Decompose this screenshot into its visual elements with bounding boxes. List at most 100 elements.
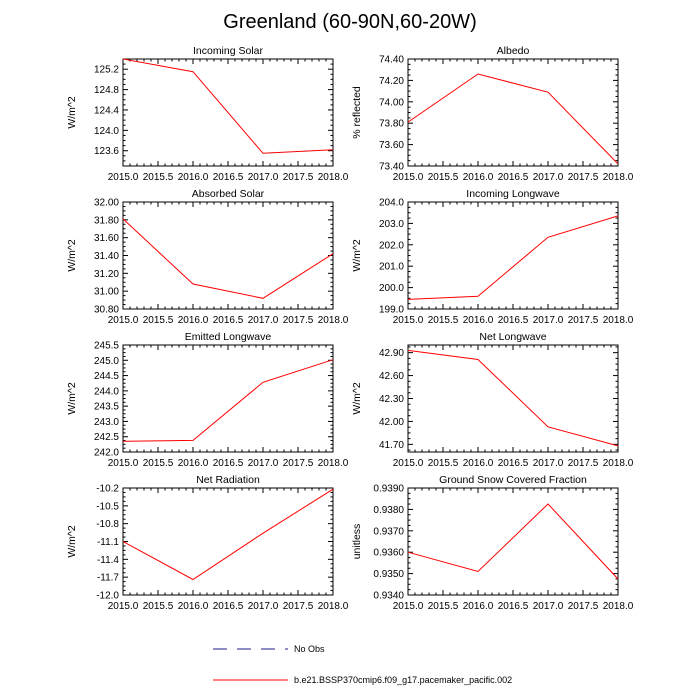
x-tick-label: 2018.0 [603,172,634,183]
y-tick-label: 0.9350 [373,569,404,580]
panel-title: Emitted Longwave [185,331,272,343]
y-axis-label: W/m^2 [66,96,78,129]
x-tick-label: 2018.0 [318,172,349,183]
x-tick-label: 2015.0 [108,172,139,183]
x-tick-label: 2015.5 [143,315,174,326]
x-tick-label: 2017.0 [248,601,279,612]
x-tick-label: 2015.0 [108,458,139,469]
x-tick-label: 2016.0 [178,315,209,326]
y-tick-label: 124.8 [94,85,119,96]
y-tick-label: -11.4 [97,555,119,566]
figure-title: Greenland (60-90N,60-20W) [223,11,476,33]
chart-panel-4: Incoming Longwave W/m^2 2015.0 2015.5 2016.0… [351,188,634,326]
y-tick-label: 73.80 [379,119,404,130]
x-tick-label: 2016.5 [498,172,529,183]
y-tick-label: 242.0 [94,448,119,459]
legend-model-label: b.e21.BSSP370cmip6.f09_g17.pacemaker_pac… [294,675,512,685]
y-tick-label: 124.0 [94,126,119,137]
x-tick-label: 2017.5 [568,315,599,326]
chart-panel-7: Net Radiation W/m^2 2015.0 2015.5 2016.0 2016… [66,474,349,612]
x-tick-label: 2016.0 [178,458,209,469]
series-line [122,58,334,154]
y-tick-label: 201.0 [379,262,404,273]
x-tick-label: 2017.0 [248,172,279,183]
y-tick-label: 125.2 [94,65,119,76]
y-tick-label: 0.9380 [373,505,404,516]
y-tick-label: 32.00 [94,198,119,209]
y-tick-label: -10.5 [96,501,119,512]
x-tick-label: 2015.5 [428,172,459,183]
y-tick-label: -12.0 [96,591,119,602]
series-line [407,73,619,165]
plot-frame [407,487,619,596]
y-tick-label: 244.0 [94,386,119,397]
y-tick-label: 199.0 [379,305,404,316]
x-tick-label: 2016.5 [213,601,244,612]
y-axis-label: W/m^2 [66,239,78,272]
plot-frame [122,487,334,596]
x-tick-label: 2018.0 [318,601,349,612]
x-tick-label: 2015.0 [108,601,139,612]
series-line [122,359,334,442]
x-tick-label: 2015.5 [428,601,459,612]
y-tick-label: -11.1 [97,537,119,548]
x-tick-label: 2015.5 [428,458,459,469]
series-line [407,349,619,447]
y-tick-label: 124.4 [94,105,119,116]
y-tick-label: 31.40 [94,251,119,262]
x-tick-label: 2017.0 [533,458,564,469]
y-tick-label: 243.0 [94,417,119,428]
x-tick-label: 2015.0 [108,315,139,326]
x-tick-label: 2018.0 [603,315,634,326]
y-axis-label: W/m^2 [66,382,78,415]
series-line [407,503,619,580]
y-tick-label: 41.70 [379,440,404,451]
y-axis-label: unitless [351,524,363,560]
y-tick-label: 245.5 [94,341,119,352]
x-tick-label: 2015.5 [428,315,459,326]
y-tick-label: 243.5 [94,402,119,413]
x-tick-label: 2016.0 [178,172,209,183]
y-tick-label: 42.60 [379,371,404,382]
x-tick-label: 2016.5 [498,315,529,326]
chart-panel-3: Absorbed Solar W/m^2 2015.0 2015.5 2016.0 201… [66,188,349,326]
x-tick-label: 2015.5 [143,601,174,612]
y-tick-label: 42.90 [379,348,404,359]
x-tick-label: 2015.0 [393,458,424,469]
panel-title: Incoming Solar [193,45,264,57]
y-tick-label: 200.0 [379,283,404,294]
x-tick-label: 2018.0 [603,458,634,469]
x-tick-label: 2017.0 [248,458,279,469]
y-tick-label: 203.0 [379,219,404,230]
x-tick-label: 2017.5 [568,458,599,469]
y-tick-label: 0.9390 [373,484,404,495]
y-tick-label: 31.20 [94,269,119,280]
legend: No Obs b.e21.BSSP370cmip6.f09_g17.pacema… [213,644,512,685]
y-tick-label: 73.40 [379,162,404,173]
y-tick-label: 31.80 [94,215,119,226]
y-tick-label: 42.00 [379,417,404,428]
x-tick-label: 2016.0 [463,172,494,183]
y-tick-label: 123.6 [94,146,119,157]
x-tick-label: 2018.0 [603,601,634,612]
series-line [407,215,619,300]
chart-panel-5: Emitted Longwave W/m^2 2015.0 2015.5 2016.0 2… [66,331,349,469]
plot-frame [122,344,334,453]
x-tick-label: 2015.5 [143,172,174,183]
panel-title: Ground Snow Covered Fraction [439,474,587,486]
panel-title: Net Longwave [479,331,546,343]
y-axis-label: W/m^2 [351,239,363,272]
x-tick-label: 2016.0 [463,315,494,326]
panel-title: Absorbed Solar [192,188,265,200]
y-tick-label: 42.30 [379,394,404,405]
y-tick-label: -10.2 [96,484,119,495]
y-axis-label: % reflected [351,86,363,139]
x-tick-label: 2015.0 [393,315,424,326]
y-tick-label: -10.8 [96,519,119,530]
panel-title: Albedo [497,45,530,57]
x-tick-label: 2015.5 [143,458,174,469]
chart-panel-1: Incoming Solar W/m^2 2015.0 2015.5 2016.0 201… [66,45,349,183]
x-tick-label: 2018.0 [318,315,349,326]
x-tick-label: 2017.5 [283,601,314,612]
